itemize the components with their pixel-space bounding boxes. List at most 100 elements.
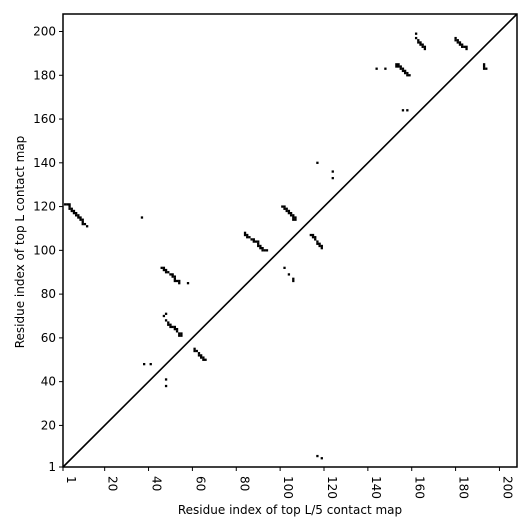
- contact-point: [81, 220, 84, 224]
- x-axis-ticks: 1 20 40 60 80 100 120 140 160 180 200: [62, 467, 514, 499]
- x-tick-label: 120: [325, 476, 339, 499]
- contact-point: [250, 238, 253, 241]
- contact-point: [287, 209, 291, 213]
- contact-point: [243, 233, 247, 237]
- contact-point: [289, 211, 293, 215]
- x-tick-label: 20: [106, 476, 120, 491]
- contact-point: [243, 231, 247, 234]
- contact-point: [162, 268, 166, 272]
- contact-point: [167, 271, 170, 274]
- contact-point: [204, 358, 207, 361]
- contact-point: [178, 334, 181, 337]
- contact-point: [68, 205, 71, 208]
- x-tick-label: 40: [150, 476, 164, 491]
- contact-point: [175, 327, 179, 331]
- contact-point: [164, 268, 168, 272]
- contact-point: [72, 209, 76, 213]
- contact-point: [248, 236, 251, 239]
- y-tick-label: 180: [33, 68, 56, 82]
- y-tick-label: 120: [33, 200, 56, 214]
- contact-point: [77, 216, 80, 219]
- contact-point: [292, 277, 295, 280]
- contact-point: [72, 211, 76, 215]
- y-tick-label: 160: [33, 112, 56, 126]
- x-tick-label: 180: [457, 476, 471, 499]
- contact-point: [68, 207, 71, 210]
- contact-point: [421, 43, 424, 46]
- contact-point: [200, 354, 203, 357]
- contact-point: [175, 330, 179, 333]
- contact-point: [458, 43, 462, 46]
- contact-point: [77, 214, 80, 217]
- contact-point: [316, 454, 319, 458]
- contact-point: [285, 207, 288, 210]
- contact-point: [401, 109, 405, 112]
- contact-point: [311, 236, 315, 239]
- contact-point: [397, 63, 400, 66]
- contact-point: [149, 362, 152, 366]
- contact-point: [197, 352, 201, 355]
- contact-point: [397, 65, 400, 68]
- plot-area: [62, 13, 518, 468]
- contact-point: [186, 282, 190, 285]
- contact-point: [68, 203, 71, 206]
- contact-point: [406, 109, 409, 112]
- contact-point: [257, 240, 260, 243]
- contact-point: [259, 244, 262, 248]
- contact-point: [294, 218, 297, 221]
- contact-point: [263, 249, 266, 252]
- y-tick-label: 140: [33, 156, 56, 170]
- contact-point: [173, 279, 176, 283]
- contact-point: [375, 67, 378, 70]
- contact-point: [311, 233, 315, 237]
- contact-point: [169, 325, 172, 329]
- contact-points: [64, 32, 488, 460]
- x-tick-label: 200: [500, 476, 514, 499]
- contact-point: [320, 244, 323, 248]
- contact-point: [283, 266, 286, 269]
- x-tick-label: 160: [413, 476, 427, 499]
- contact-point: [193, 349, 196, 353]
- contact-point: [246, 233, 249, 237]
- contact-point: [143, 362, 146, 366]
- contact-point: [64, 203, 67, 206]
- contact-point: [419, 41, 422, 44]
- contact-point: [252, 240, 255, 243]
- x-tick-label: 60: [193, 476, 207, 491]
- contact-point: [79, 218, 82, 221]
- contact-point: [173, 277, 176, 280]
- diagonal-line: [62, 13, 518, 468]
- contact-point: [316, 242, 319, 245]
- contact-point: [406, 71, 409, 75]
- contact-point: [399, 65, 402, 68]
- contact-point: [171, 273, 174, 276]
- contact-point: [246, 236, 249, 239]
- contact-point: [454, 36, 457, 40]
- contact-point: [456, 41, 459, 44]
- contact-point: [180, 334, 183, 337]
- x-axis-label: Residue index of top L/5 contact map: [178, 503, 402, 517]
- contact-point: [180, 332, 183, 335]
- contact-point: [482, 67, 486, 70]
- contact-point: [79, 216, 82, 219]
- contact-point: [401, 67, 405, 70]
- contact-point: [169, 323, 172, 326]
- contact-point: [257, 242, 260, 245]
- contact-point: [314, 238, 317, 241]
- contact-point: [423, 45, 427, 48]
- contact-point: [401, 69, 405, 73]
- contact-point: [316, 161, 319, 164]
- contact-point: [421, 45, 424, 48]
- contact-point: [81, 218, 84, 221]
- y-tick-label: 100: [33, 243, 56, 257]
- contact-point: [318, 244, 321, 248]
- contact-point: [173, 327, 176, 331]
- contact-point: [259, 247, 262, 250]
- contact-point: [289, 214, 293, 217]
- contact-point: [164, 378, 168, 381]
- contact-point: [331, 176, 334, 180]
- contact-point: [465, 45, 468, 48]
- contact-point: [178, 282, 181, 285]
- contact-point: [482, 63, 486, 66]
